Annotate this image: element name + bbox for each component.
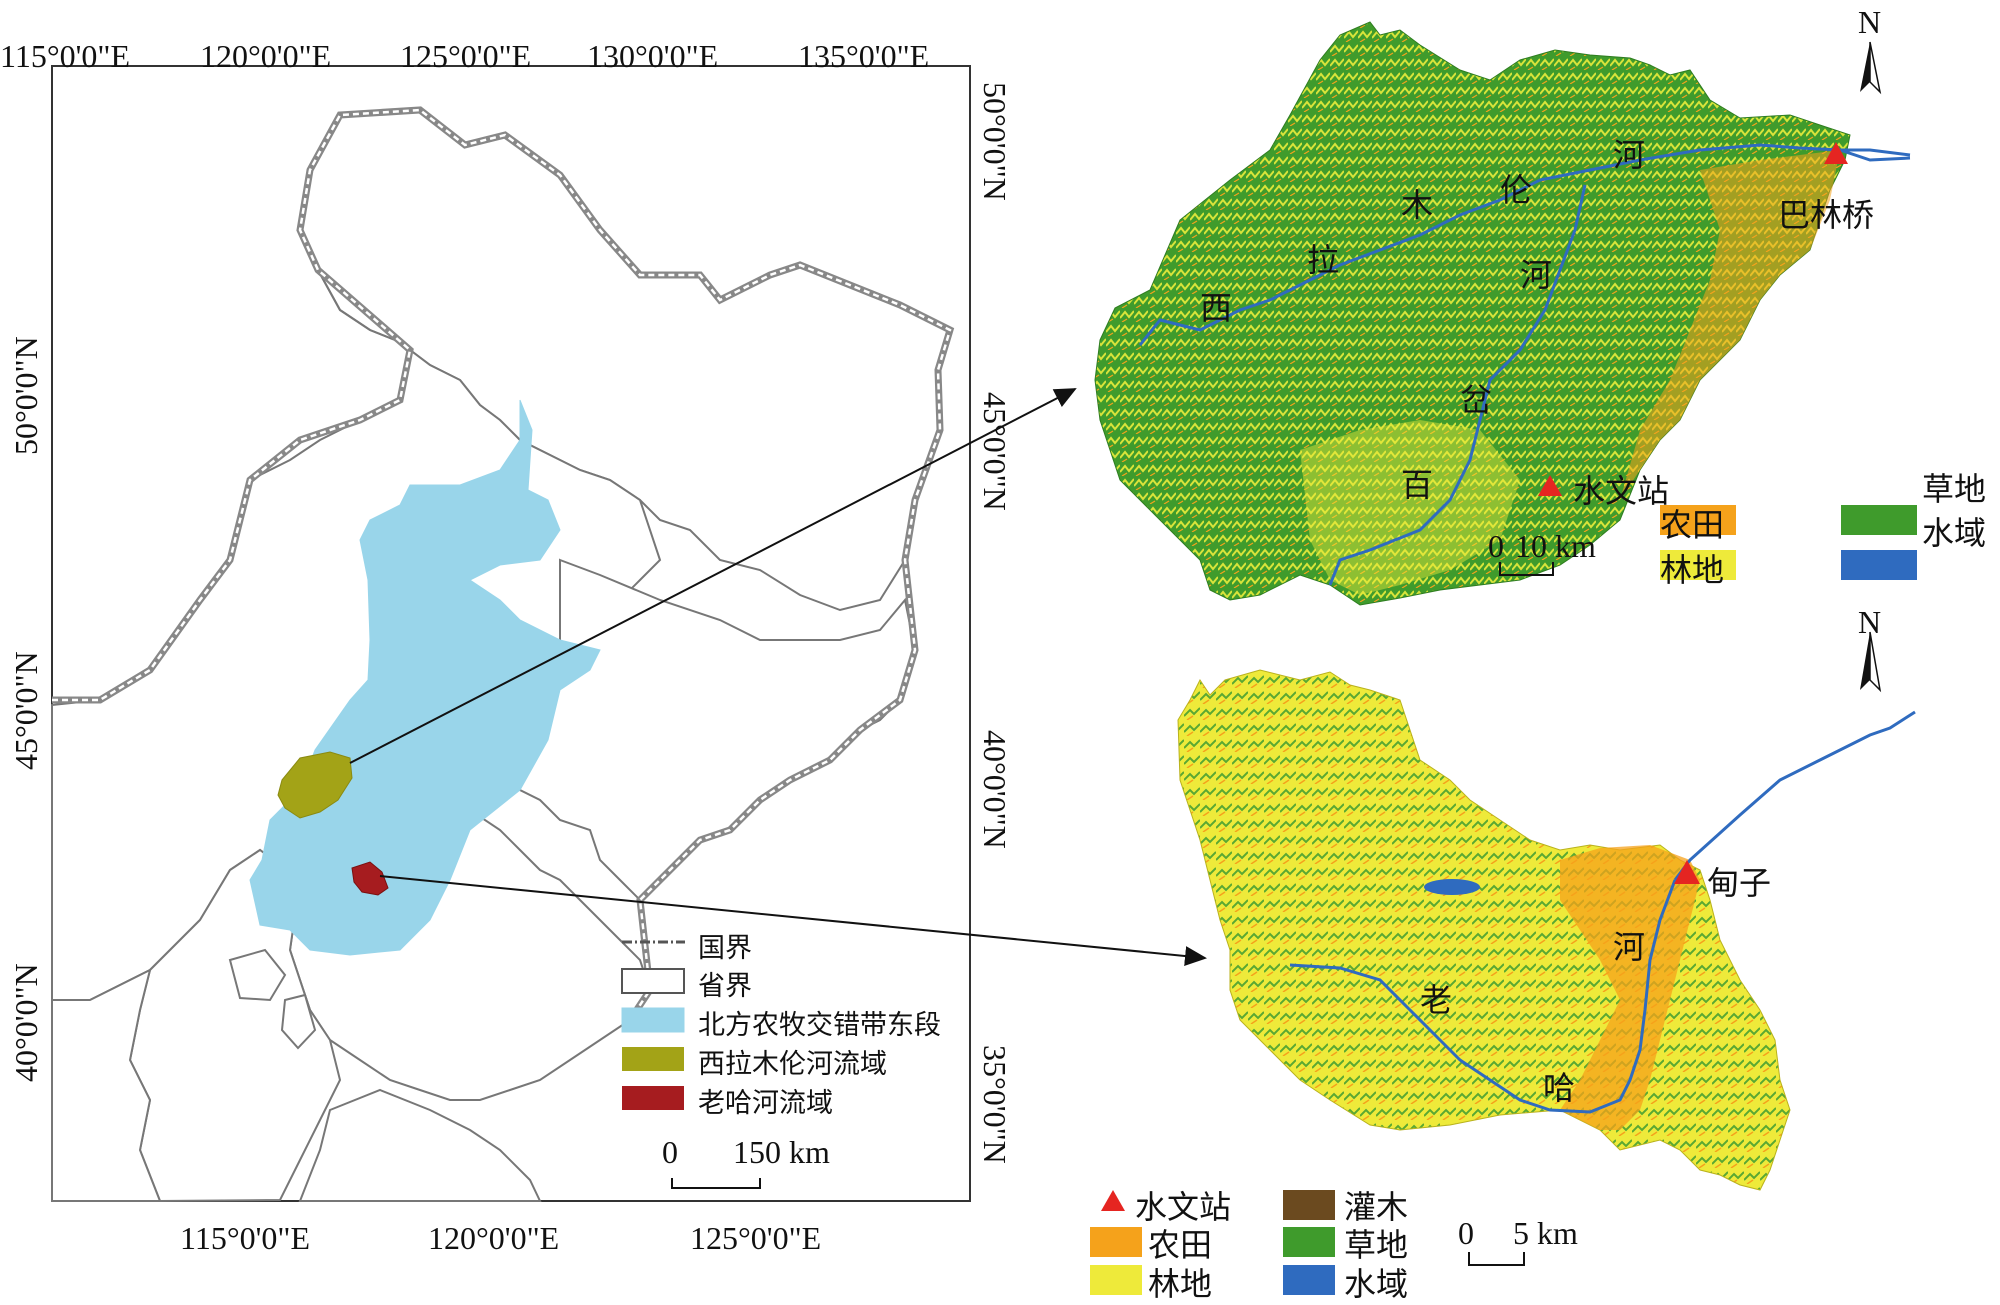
tianjin-province (280, 993, 317, 1050)
north-arrow-1 (1860, 41, 1882, 95)
xilamulun-basin-region (277, 751, 353, 819)
inset2-legend-water-label: 水域 (1344, 1265, 1409, 1303)
laoha-reservoir (1424, 879, 1480, 895)
main-scale-bar (671, 1178, 761, 1189)
top-lon-label-120: 120°0'0"E (200, 38, 332, 74)
shanxi-province (51, 968, 162, 1202)
legend-ecotone-symbol (621, 1007, 685, 1033)
laoha-outflow-line (1673, 710, 1916, 881)
inset2-legend-cropland-symbol (1090, 1227, 1142, 1257)
bottom-lon-label-125: 125°0'0"E (690, 1220, 822, 1256)
legend-laoha-label: 老哈河流域 (698, 1088, 833, 1119)
inset1-legend-cropland-label: 农田 (1660, 506, 1725, 544)
xilamulun-outflow-line (1840, 148, 1911, 157)
inset1-legend-grassland-symbol (1841, 505, 1917, 535)
laoha-char-lao: 老 (1420, 981, 1453, 1019)
laoha-river-line (1289, 879, 1677, 1114)
laoha-char-ha: 哈 (1543, 1069, 1576, 1107)
inset2-legend-forest-symbol (1090, 1265, 1142, 1295)
baicha-char-he: 河 (1520, 256, 1553, 294)
baicha-river-line (1328, 184, 1587, 586)
laoha-scale-bar (1468, 1252, 1525, 1266)
bottom-lon-label-115: 115°0'0"E (180, 1220, 310, 1256)
baicha-char-bai: 百 (1401, 466, 1434, 504)
laoha-basin-region (351, 861, 389, 896)
legend-ecotone-label: 北方农牧交错带东段 (698, 1010, 941, 1041)
right-lat-label-40: 40°0'0"N (977, 730, 1013, 849)
xilamulun-char-la: 拉 (1307, 241, 1340, 279)
legend-xilamulun-label: 西拉木伦河流域 (698, 1049, 887, 1080)
xilamulun-scale-value: 10 km (1515, 528, 1596, 564)
bottom-lon-label-120: 120°0'0"E (428, 1220, 560, 1256)
top-lon-label-115: 115°0'0"E (0, 38, 130, 74)
xilamulun-scale-bar (1499, 562, 1554, 576)
xilamulun-scale-zero: 0 (1488, 528, 1504, 564)
right-lat-label-50: 50°0'0"N (977, 82, 1013, 201)
legend-national-border-label: 国界 (698, 933, 752, 964)
national-border (52, 106, 955, 1022)
laoha-landuse-map (1177, 669, 1791, 1191)
xilamulun-char-lun: 伦 (1500, 171, 1533, 209)
inset2-legend-shrub-symbol (1283, 1190, 1335, 1220)
xilamulun-forest-south (1300, 420, 1520, 595)
inset1-legend-forest-symbol (1660, 550, 1736, 580)
shandong-province (298, 1088, 542, 1202)
top-lon-label-135: 135°0'0"E (798, 38, 930, 74)
inset1-legend-grassland-label: 草地 (1922, 470, 1987, 508)
arrow-to-laoha-inset (379, 875, 1207, 966)
xilamulun-char-mu: 木 (1401, 186, 1434, 224)
main-scale-zero: 0 (662, 1134, 678, 1170)
right-lat-label-35: 35°0'0"N (977, 1045, 1013, 1164)
inset1-legend-station-symbol (1538, 475, 1562, 496)
legend-xilamulun-symbol (622, 1047, 684, 1071)
legend-province-symbol (621, 968, 685, 994)
inset2-legend-cropland-label: 农田 (1148, 1226, 1213, 1264)
laoha-scale-zero: 0 (1458, 1215, 1474, 1251)
main-scale-value: 150 km (733, 1134, 830, 1170)
balinqiao-station-label: 巴林桥 (1778, 196, 1875, 234)
inset2-legend-forest-label: 林地 (1148, 1265, 1213, 1303)
laoha-scale-value: 5 km (1513, 1215, 1578, 1251)
dianzi-station-label: 甸子 (1707, 864, 1772, 902)
legend-laoha-symbol (622, 1086, 684, 1110)
dianzi-station-marker (1674, 860, 1700, 884)
north-label-2: N (1858, 604, 1882, 640)
arrow-to-xilamulun-inset (349, 388, 1077, 764)
inset2-legend-grassland-label: 草地 (1344, 1226, 1409, 1264)
balinqiao-station-marker (1824, 142, 1848, 164)
laoha-char-he: 河 (1613, 928, 1646, 966)
top-lon-label-125: 125°0'0"E (400, 38, 532, 74)
inset2-legend-grassland-symbol (1283, 1227, 1335, 1257)
inset1-legend-cropland-symbol (1660, 505, 1736, 535)
xilamulun-river-line (1138, 143, 1911, 346)
north-label-1: N (1858, 4, 1882, 40)
beijing-province (228, 948, 287, 1002)
right-lat-label-45: 45°0'0"N (977, 392, 1013, 511)
agro-pastoral-ecotone-region (249, 399, 601, 956)
xilamulun-char-xi: 西 (1200, 289, 1233, 327)
inset1-legend-forest-label: 林地 (1660, 551, 1725, 589)
left-lat-label-40: 40°0'0"N (8, 963, 44, 1082)
xilamulun-char-he: 河 (1613, 136, 1646, 174)
inset1-legend-water-label: 水域 (1922, 514, 1987, 552)
xilamulun-cropland-east (1620, 150, 1840, 500)
baicha-char-cha: 岔 (1460, 381, 1493, 419)
inset1-legend-water-symbol (1841, 550, 1917, 580)
left-lat-label-45: 45°0'0"N (8, 651, 44, 770)
inset2-legend-station-label: 水文站 (1135, 1188, 1232, 1226)
inset2-legend-water-symbol (1283, 1265, 1335, 1295)
inset1-legend-station-label: 水文站 (1573, 472, 1670, 510)
legend-province-label: 省界 (698, 971, 752, 1002)
left-lat-label-50: 50°0'0"N (8, 336, 44, 455)
main-legend-symbols (621, 940, 685, 1110)
laoha-cropland-east (1560, 845, 1700, 1130)
inset2-legend-station-symbol (1101, 1190, 1125, 1211)
province-boundaries (51, 108, 952, 1203)
north-arrow-2 (1860, 631, 1882, 693)
top-lon-label-130: 130°0'0"E (587, 38, 719, 74)
inset2-legend-shrub-label: 灌木 (1344, 1188, 1409, 1226)
